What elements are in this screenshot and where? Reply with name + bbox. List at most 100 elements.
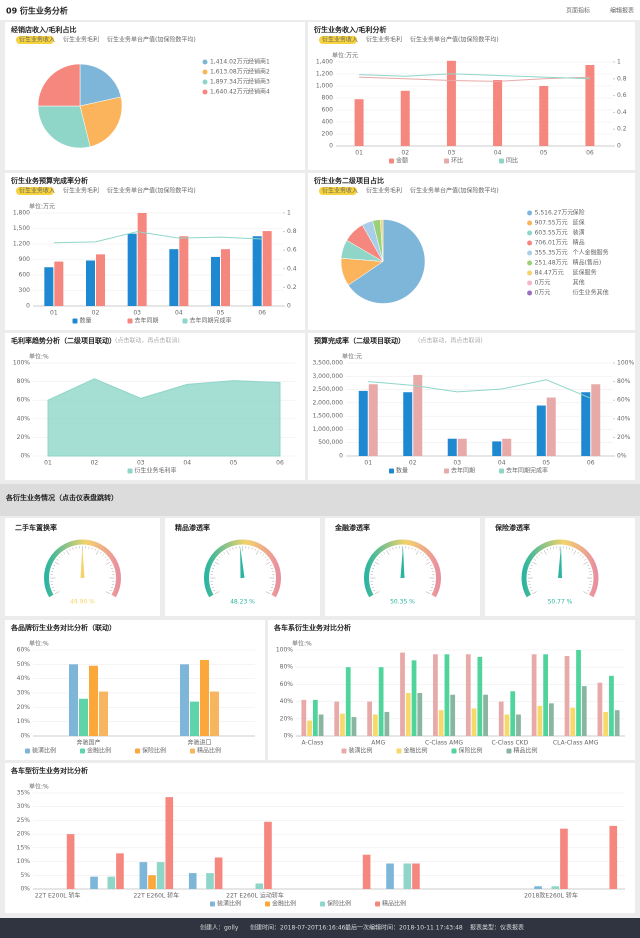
gauge-scale	[60, 554, 63, 556]
gauge-scale	[588, 567, 591, 569]
bar	[609, 825, 618, 889]
bar	[179, 236, 189, 306]
legend-label: 经销商4	[248, 88, 270, 96]
tab[interactable]: 衍生业务单台产值(加保险数平均)	[107, 36, 196, 44]
x-tick-label: 2018款E260L 轿车	[524, 892, 578, 900]
x-tick-label: 01	[50, 310, 58, 317]
line-series	[359, 76, 590, 82]
bar	[312, 699, 318, 736]
legend-value: 5,516.27万元	[535, 210, 574, 217]
tab[interactable]: 衍生业务单台产值(加保险数平均)	[410, 187, 499, 195]
y-tick-label: 20%	[17, 831, 31, 838]
x-tick-label: 奔驰国产	[76, 739, 100, 747]
gauge-scale	[94, 548, 96, 551]
legend-label: 精品比例	[382, 900, 406, 908]
y2-tick-label: 1	[617, 59, 621, 66]
legend-swatch	[127, 468, 133, 474]
gauge-scale	[411, 547, 413, 550]
tab[interactable]: 衍生业务收入	[322, 187, 358, 195]
y2-tick-label: 1	[287, 210, 291, 217]
gauge-needle	[400, 546, 405, 579]
header-action[interactable]: 编辑报表	[610, 7, 634, 15]
header-action[interactable]: 页面指标	[566, 7, 590, 15]
gauge-needle	[80, 546, 85, 579]
gauge-scale	[429, 564, 432, 566]
x-tick-label: 02	[92, 310, 100, 317]
legend-swatch	[527, 210, 533, 216]
gauge-scale	[373, 590, 376, 592]
y-tick-label: 0%	[20, 453, 30, 460]
gauge-scale	[109, 590, 112, 592]
tab[interactable]: 衍生业务单台产值(加保险数平均)	[107, 187, 196, 195]
y2-tick-label: 0.4	[617, 109, 627, 116]
bar	[107, 876, 116, 889]
bar	[576, 650, 581, 736]
legend-swatch	[375, 901, 380, 907]
bar	[492, 441, 502, 456]
gauge-scale	[270, 567, 273, 569]
bar	[549, 703, 554, 736]
bar	[372, 714, 378, 736]
y2-tick-label: 0	[617, 143, 621, 150]
tab[interactable]: 衍生业务毛利	[63, 187, 99, 195]
gauge-scale	[223, 551, 226, 554]
bar	[79, 698, 88, 736]
legend-label: 保险比例	[459, 747, 483, 755]
tab[interactable]: 衍生业务毛利	[366, 36, 402, 44]
y-tick-label: 80%	[280, 664, 294, 671]
gauge-arc	[44, 539, 121, 598]
legend-value: 1,640.42万元	[210, 89, 249, 96]
bar	[403, 392, 413, 456]
y-tick-label: 60%	[17, 647, 31, 654]
bar	[301, 699, 307, 736]
gauge-scale	[529, 567, 532, 569]
tab[interactable]: 衍生业务毛利	[63, 36, 99, 44]
gauge-scale	[582, 556, 584, 559]
tab[interactable]: 衍生业务毛利	[366, 187, 402, 195]
bar	[188, 873, 197, 889]
bar	[264, 821, 272, 889]
y-tick-label: 800	[322, 95, 334, 102]
legend-label: 金融比例	[272, 900, 296, 908]
tab[interactable]: 衍生业务收入	[19, 36, 55, 44]
x-tick-label: 06	[587, 460, 595, 467]
legend-label: 精品比例	[514, 747, 538, 755]
legend-swatch	[202, 79, 208, 85]
legend-value: 0万元	[535, 290, 551, 297]
bar	[502, 438, 512, 456]
legend-swatch	[506, 748, 512, 754]
gauge-scale	[99, 551, 102, 554]
bar	[54, 261, 64, 306]
gauge-scale	[541, 551, 543, 554]
y-tick-label: 0	[329, 143, 333, 150]
gauge-scale	[54, 561, 60, 565]
gauge-scale	[251, 547, 253, 550]
y-tick-label: 500,000	[318, 439, 343, 446]
legend-value: 1,613.08万元	[210, 69, 249, 76]
y-tick-label: 200	[322, 131, 334, 138]
gauge-scale	[533, 559, 536, 561]
y-tick-label: 300	[19, 287, 31, 294]
gauge-scale	[110, 587, 113, 589]
tab[interactable]: 衍生业务收入	[322, 36, 358, 44]
x-tick-label: 06	[258, 310, 266, 317]
chart-title: 经销店收入/毛利占比	[11, 25, 77, 34]
bar	[400, 652, 405, 736]
bar	[137, 213, 147, 306]
unit-label: 单位:万元	[332, 52, 358, 60]
legend-swatch	[182, 318, 188, 324]
legend-swatch	[451, 748, 457, 754]
gauge-scale	[425, 591, 431, 595]
chart-title: 衍生业务收入/毛利分析	[313, 25, 387, 34]
y-tick-label: 900	[19, 256, 31, 263]
y-tick-label: 30%	[17, 690, 31, 697]
y-tick-label: 20%	[280, 715, 294, 722]
legend-swatch	[389, 468, 394, 474]
tab[interactable]: 衍生业务单台产值(加保险数平均)	[410, 36, 499, 44]
gauge-arc	[521, 539, 599, 598]
legend-label: 金融比例	[404, 747, 428, 755]
gauge-scale	[543, 550, 547, 555]
tab[interactable]: 衍生业务收入	[19, 187, 55, 195]
legend-label: 装潢比例	[217, 900, 241, 908]
y-tick-label: 15%	[17, 844, 31, 851]
